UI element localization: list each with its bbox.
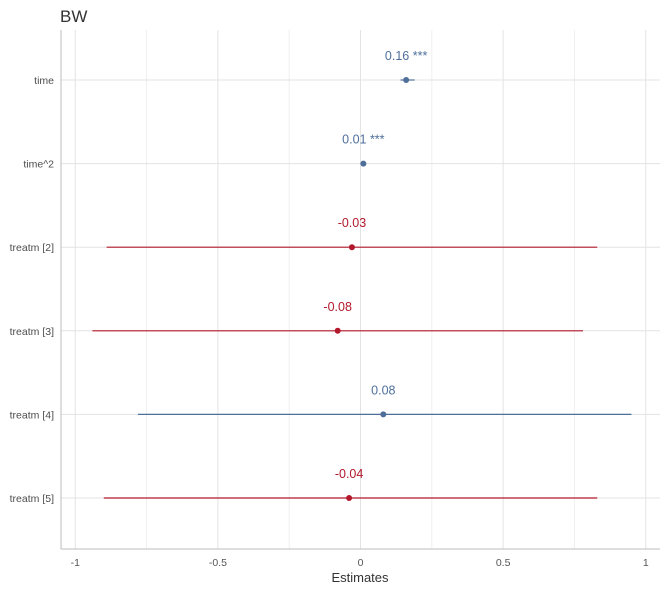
estimate-point bbox=[348, 244, 355, 251]
axes: -1 -0.5 0 0.5 1 time time^2 treatm [2] treatm [3… bbox=[10, 30, 660, 569]
x-tick-label: 0 bbox=[358, 557, 364, 569]
estimate-label: 0.16 *** bbox=[385, 49, 428, 63]
y-term-label: treatm [5] bbox=[10, 493, 54, 505]
estimate-label: -0.03 bbox=[338, 216, 367, 230]
estimate-label: 0.01 *** bbox=[342, 133, 385, 147]
estimate-point bbox=[346, 495, 353, 501]
estimate-point bbox=[380, 411, 387, 418]
estimate-label: 0.08 bbox=[371, 383, 395, 397]
x-tick-label: 0.5 bbox=[496, 557, 511, 569]
estimate-point bbox=[334, 327, 341, 334]
x-tick-label: -1 bbox=[71, 557, 80, 569]
y-term-label: time bbox=[34, 75, 54, 87]
estimate-point bbox=[403, 77, 410, 83]
y-term-label: treatm [4] bbox=[10, 409, 54, 421]
y-term-label: time^2 bbox=[23, 159, 54, 171]
y-term-label: treatm [2] bbox=[10, 242, 54, 254]
estimate-label: -0.04 bbox=[335, 467, 364, 481]
estimate-point bbox=[360, 160, 367, 167]
y-term-label: treatm [3] bbox=[10, 326, 54, 338]
chart-title: BW bbox=[60, 7, 87, 26]
estimate-label: -0.08 bbox=[323, 300, 352, 314]
estimate-marks: 0.16 *** 0.01 *** -0.03 -0.08 0.08 -0.04 bbox=[92, 49, 632, 501]
x-tick-label: 1 bbox=[643, 557, 649, 569]
x-axis-title: Estimates bbox=[331, 570, 389, 585]
x-tick-label: -0.5 bbox=[209, 557, 227, 569]
